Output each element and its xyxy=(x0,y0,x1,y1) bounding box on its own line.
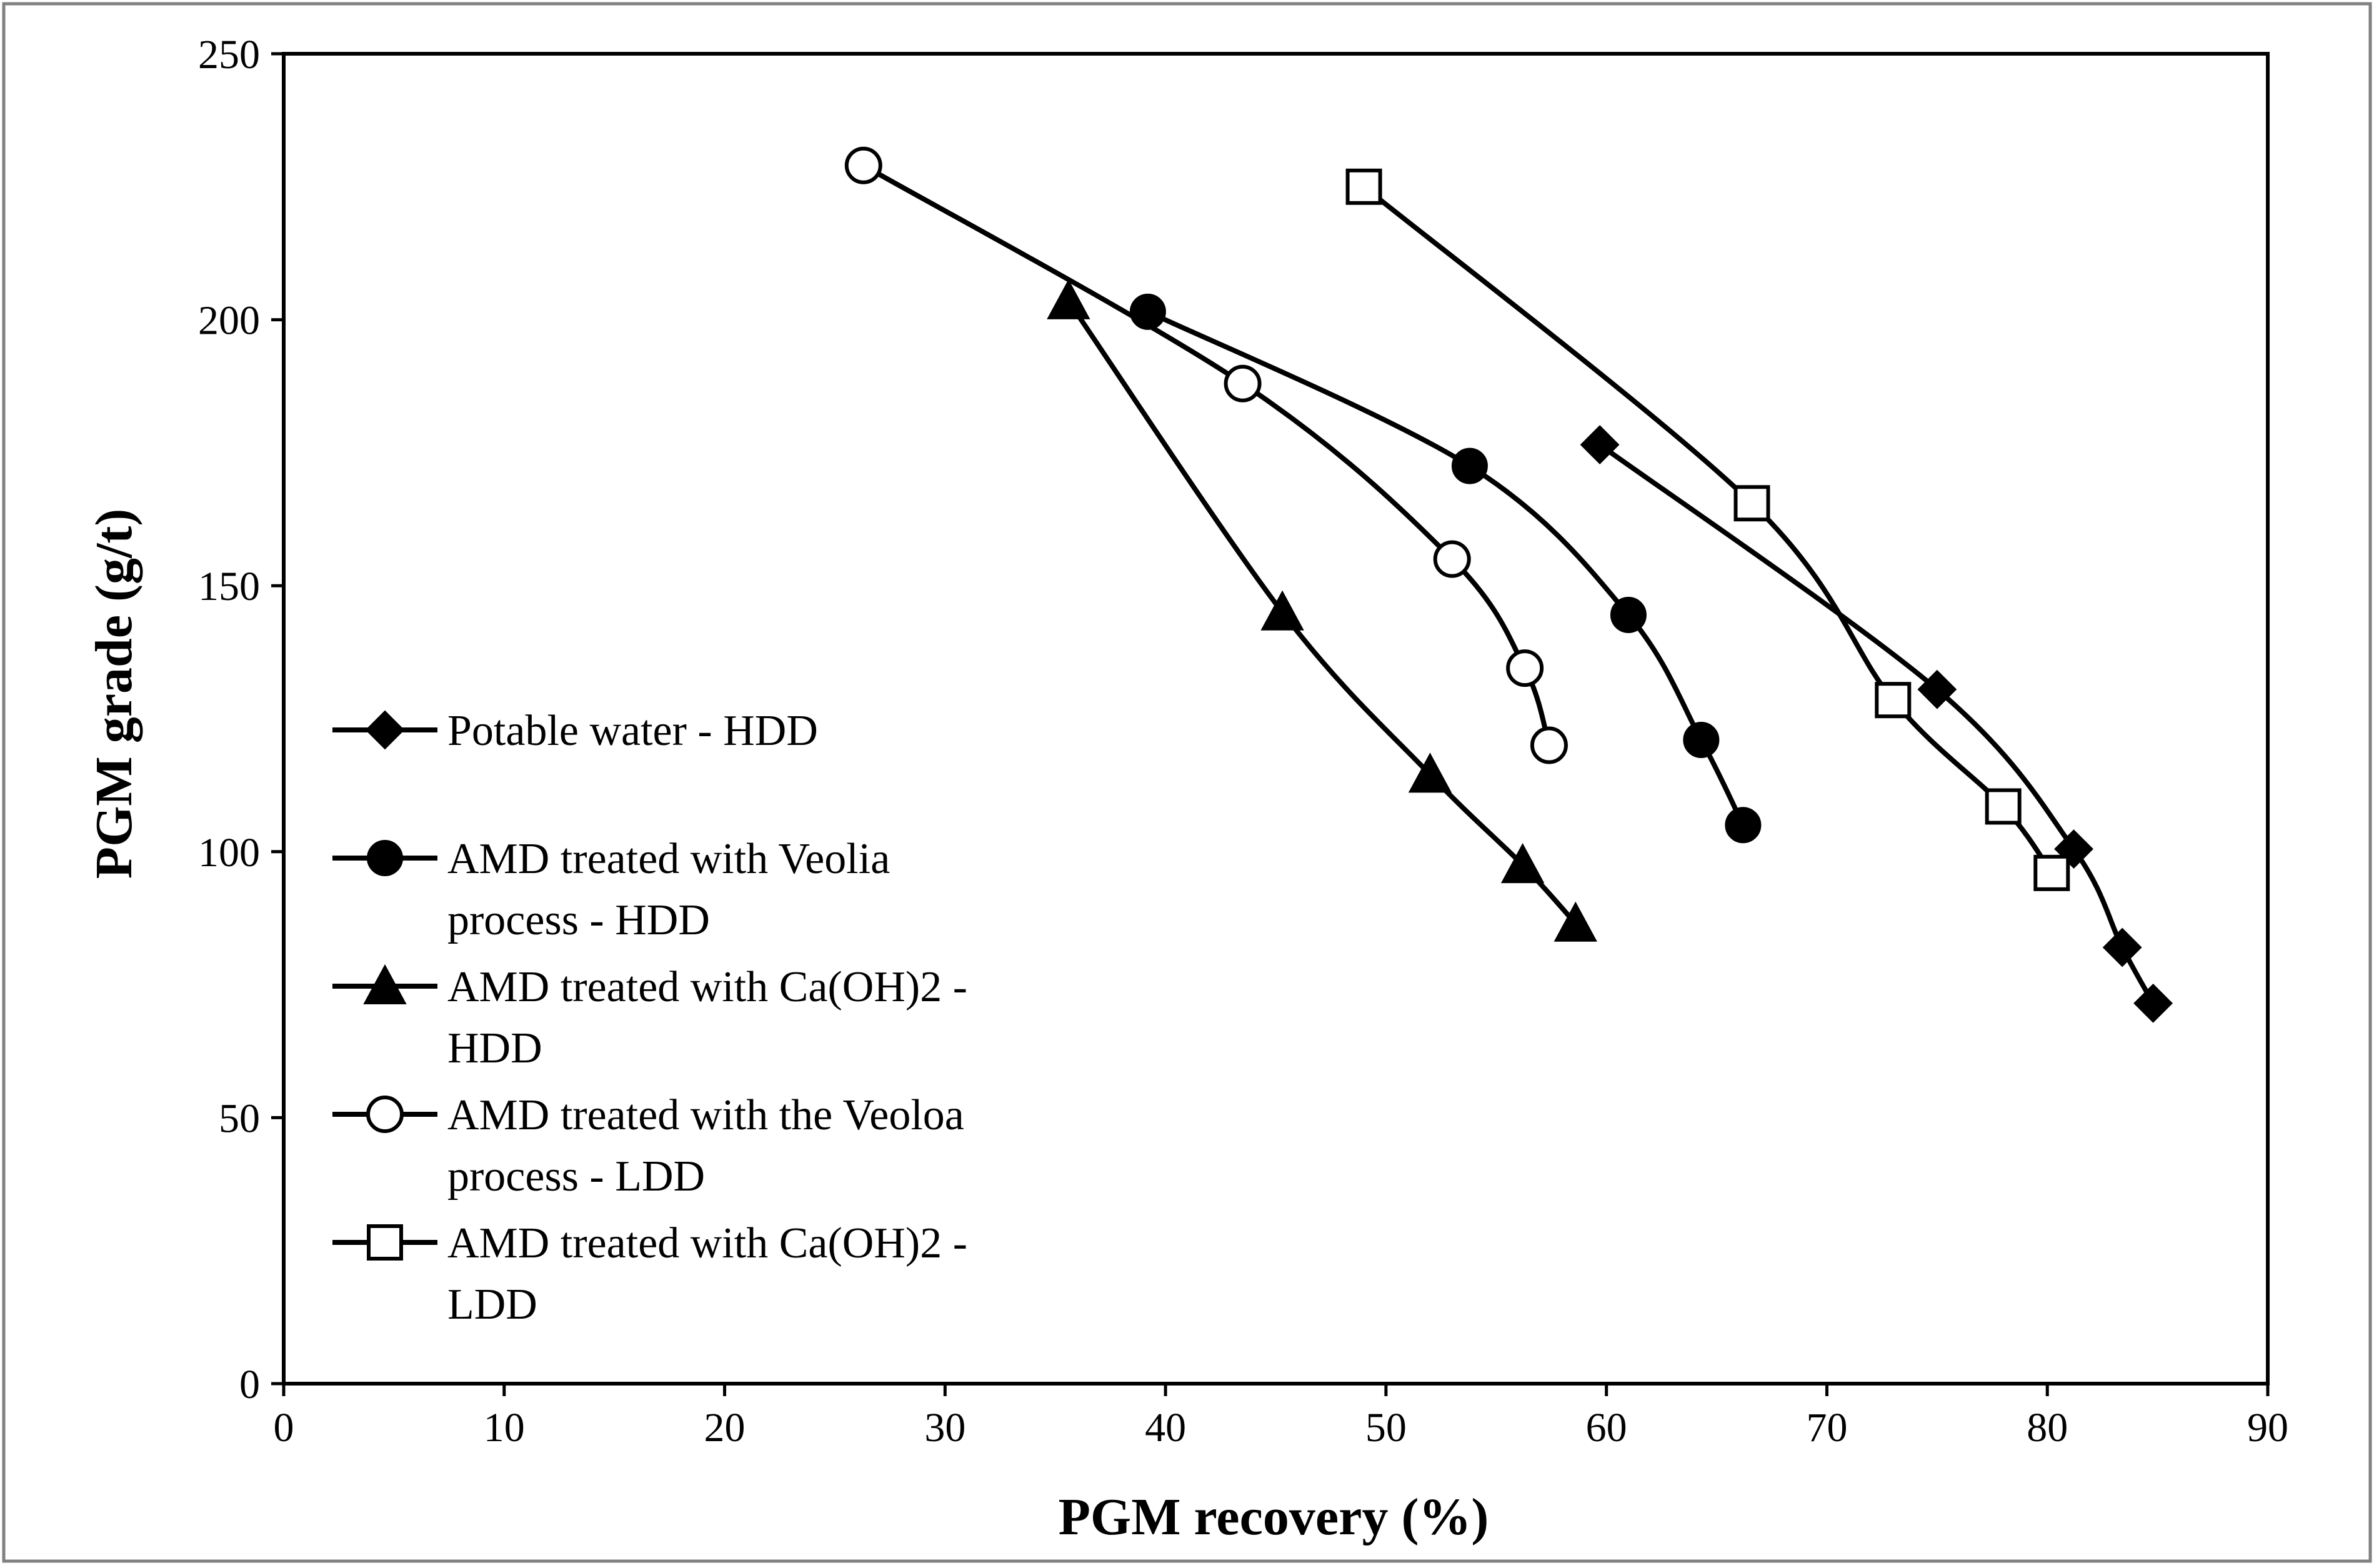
legend-entry-1: AMD treated with Veolia process - HDD xyxy=(332,835,890,944)
series-4-point-3 xyxy=(1985,788,2022,825)
plot-area xyxy=(282,52,2270,1386)
series-3-point-3 xyxy=(1506,649,1544,687)
legend-marker-0 xyxy=(365,710,405,750)
series-1-point-2 xyxy=(1610,597,1647,634)
series-2-point-3 xyxy=(1500,842,1545,884)
y-tick-label-3: 150 xyxy=(198,564,260,609)
x-tick-label-1: 10 xyxy=(484,1405,525,1451)
legend-label-4-1: LDD xyxy=(447,1281,537,1329)
series-3-point-4 xyxy=(1530,726,1568,764)
series-3-point-0 xyxy=(844,146,882,184)
series-4-point-2 xyxy=(1875,682,1912,719)
x-tick-label-4: 40 xyxy=(1145,1405,1186,1451)
x-tick-label-7: 70 xyxy=(1806,1405,1847,1451)
series-0-point-1 xyxy=(1917,669,1957,709)
series-1-point-3 xyxy=(1683,722,1720,759)
legend-label-3-1: process - LDD xyxy=(447,1152,705,1201)
series-2 xyxy=(1047,279,1597,942)
series-3 xyxy=(844,146,1568,764)
series-0 xyxy=(1580,425,2173,1023)
x-tick-label-3: 30 xyxy=(924,1405,965,1451)
series-2-point-1 xyxy=(1260,590,1304,631)
y-tick-label-0: 0 xyxy=(239,1362,260,1407)
x-tick-label-2: 20 xyxy=(704,1405,746,1451)
x-tick-label-6: 60 xyxy=(1586,1405,1627,1451)
legend: Potable water - HDD AMD treated with Veol… xyxy=(332,707,967,1329)
legend-label-2-0: AMD treated with Ca(OH)2 - xyxy=(447,963,967,1011)
series-2-point-0 xyxy=(1047,279,1090,319)
series-0-point-3 xyxy=(2102,927,2142,967)
plot-frame xyxy=(282,52,2270,1386)
x-tick-label-9: 90 xyxy=(2247,1405,2288,1451)
series-2-point-4 xyxy=(1554,901,1597,942)
x-tick-label-0: 0 xyxy=(274,1405,294,1451)
series-3-point-1 xyxy=(1224,364,1262,402)
y-axis: 0 50 100 150 200 250 xyxy=(198,32,284,1407)
y-tick-label-2: 100 xyxy=(198,830,260,876)
series-4-point-4 xyxy=(2033,854,2070,891)
series-1-point-1 xyxy=(1451,447,1488,484)
series-2-point-2 xyxy=(1408,752,1452,793)
series-1-point-4 xyxy=(1725,807,1762,844)
series-1 xyxy=(1129,293,1762,844)
legend-marker-4 xyxy=(367,1224,403,1261)
series-4-point-0 xyxy=(1345,168,1382,205)
legend-entry-4: AMD treated with Ca(OH)2 - LDD xyxy=(332,1219,967,1329)
series-0-point-4 xyxy=(2133,983,2173,1023)
y-tick-label-4: 200 xyxy=(198,298,260,344)
legend-entry-3: AMD treated with the Veoloa process - LDD xyxy=(332,1091,964,1201)
x-tick-label-5: 50 xyxy=(1365,1405,1407,1451)
series-layer xyxy=(844,146,2173,1023)
y-tick-label-1: 50 xyxy=(219,1096,260,1141)
series-4-point-1 xyxy=(1733,485,1770,522)
y-axis-title: PGM grade (g/t) xyxy=(85,509,143,879)
x-axis: 0 10 20 30 40 50 60 70 80 90 xyxy=(274,1384,2288,1451)
legend-label-3-0: AMD treated with the Veoloa xyxy=(447,1091,964,1139)
legend-marker-1 xyxy=(367,840,403,876)
legend-label-0-0: Potable water - HDD xyxy=(447,707,818,755)
x-tick-label-8: 80 xyxy=(2027,1405,2068,1451)
series-3-point-2 xyxy=(1433,540,1471,578)
legend-entry-2: AMD treated with Ca(OH)2 - HDD xyxy=(332,963,967,1072)
legend-entry-0: Potable water - HDD xyxy=(332,707,818,755)
legend-marker-2 xyxy=(363,964,407,1005)
legend-label-1-1: process - HDD xyxy=(447,896,710,944)
series-0-point-0 xyxy=(1580,425,1620,465)
legend-label-1-0: AMD treated with Veolia xyxy=(447,835,890,883)
y-tick-label-5: 250 xyxy=(198,32,260,77)
legend-label-4-0: AMD treated with Ca(OH)2 - xyxy=(447,1219,967,1267)
x-axis-title: PGM recovery (%) xyxy=(1059,1488,1489,1546)
series-4 xyxy=(1345,168,2070,891)
legend-marker-3 xyxy=(366,1096,404,1133)
legend-label-2-1: HDD xyxy=(447,1024,542,1072)
